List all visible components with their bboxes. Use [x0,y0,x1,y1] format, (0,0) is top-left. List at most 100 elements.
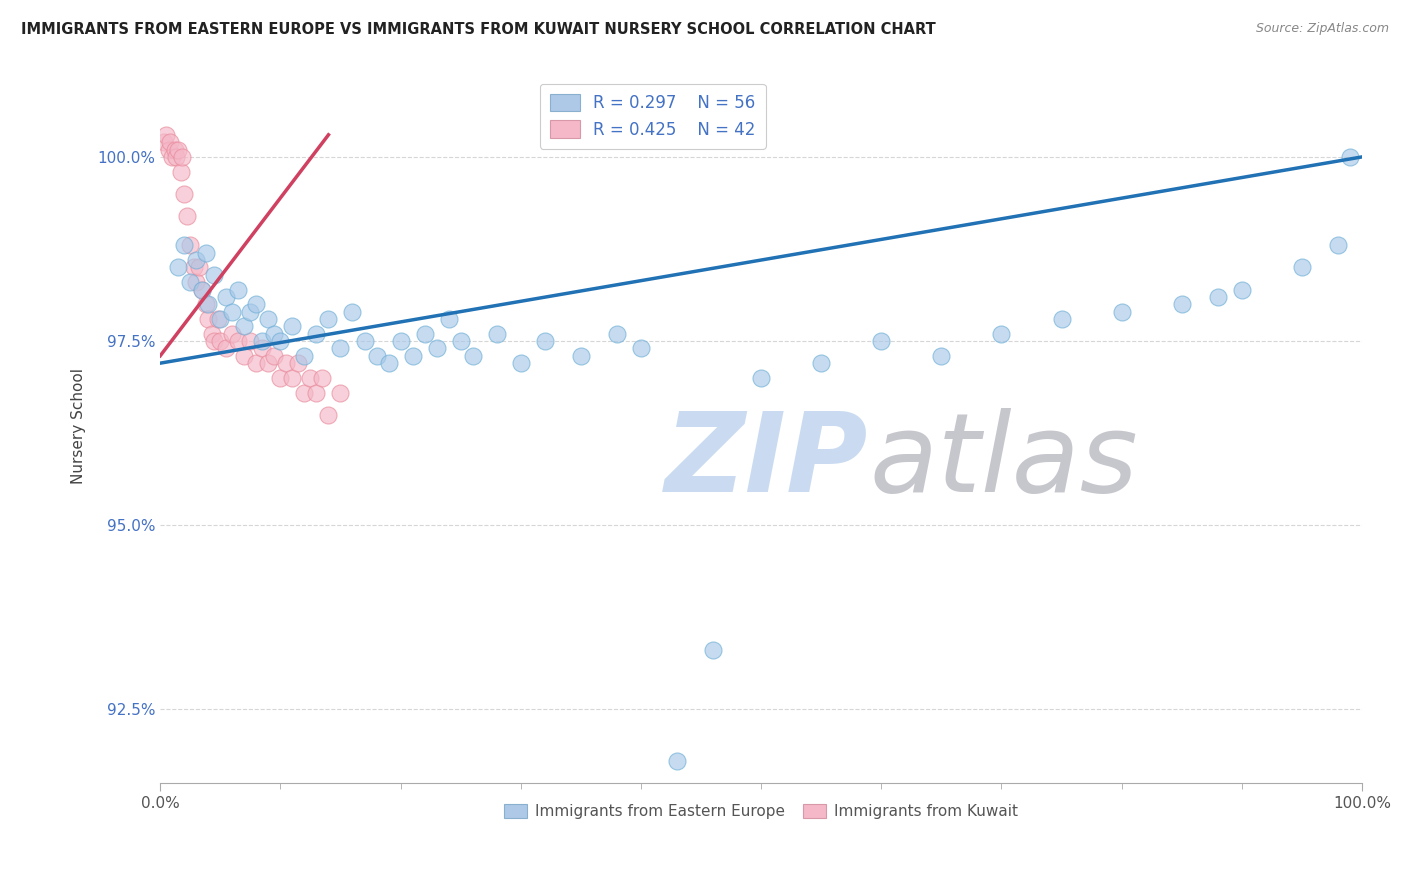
Text: ZIP: ZIP [665,408,869,515]
Point [191,283,214,297]
Point [990,326,1012,341]
Point [245,356,267,370]
Point [191,283,214,297]
Point [202,268,225,282]
Point [1111,304,1133,318]
Point [263,326,285,341]
Point [215,342,238,356]
Point [426,342,449,356]
Point [305,385,328,400]
Text: Source: ZipAtlas.com: Source: ZipAtlas.com [1256,22,1389,36]
Point [450,334,472,348]
Point [353,334,375,348]
Point [294,349,316,363]
Point [194,245,217,260]
Point [155,128,177,142]
Point [194,297,217,311]
Point [170,150,193,164]
Point [179,238,201,252]
Point [221,304,243,318]
Point [276,356,298,370]
Point [311,371,333,385]
Point [665,754,688,768]
Point [197,312,219,326]
Point [215,290,238,304]
Point [186,253,208,268]
Point [209,334,232,348]
Point [281,371,304,385]
Point [318,408,340,422]
Point [318,312,340,326]
Point [1206,290,1229,304]
Point [305,326,328,341]
Point [281,319,304,334]
Point [437,312,460,326]
Point [202,334,225,348]
Point [153,135,176,149]
Point [299,371,322,385]
Point [233,349,256,363]
Point [252,342,274,356]
Point [329,385,352,400]
Point [461,349,484,363]
Point [176,209,198,223]
Point [186,275,208,289]
Point [221,326,243,341]
Point [197,297,219,311]
Point [294,385,316,400]
Legend: Immigrants from Eastern Europe, Immigrants from Kuwait: Immigrants from Eastern Europe, Immigran… [498,798,1024,825]
Point [257,312,280,326]
Point [173,238,195,252]
Point [252,334,274,348]
Point [269,334,291,348]
Text: atlas: atlas [869,408,1137,515]
Point [245,297,267,311]
Point [1050,312,1073,326]
Point [1291,260,1313,275]
Point [366,349,388,363]
Point [509,356,531,370]
Point [329,342,352,356]
Point [165,150,187,164]
Point [485,326,508,341]
Point [173,186,195,201]
Point [269,371,291,385]
Point [401,349,423,363]
Point [201,326,224,341]
Y-axis label: Nursery School: Nursery School [72,368,86,483]
Point [389,334,412,348]
Point [157,143,180,157]
Point [413,326,436,341]
Point [163,143,186,157]
Point [228,283,250,297]
Point [931,349,953,363]
Point [263,349,285,363]
Point [257,356,280,370]
Point [287,356,309,370]
Point [239,304,262,318]
Point [606,326,628,341]
Point [160,150,183,164]
Point [209,312,232,326]
Point [377,356,399,370]
Point [810,356,832,370]
Point [228,334,250,348]
Point [1327,238,1350,252]
Point [533,334,555,348]
Point [167,260,190,275]
Point [207,312,229,326]
Point [159,135,181,149]
Point [342,304,364,318]
Point [630,342,652,356]
Point [1339,150,1361,164]
Point [183,260,205,275]
Point [167,143,190,157]
Point [870,334,893,348]
Point [569,349,592,363]
Point [239,334,262,348]
Point [749,371,772,385]
Point [233,319,256,334]
Point [169,164,191,178]
Point [187,260,209,275]
Point [702,643,724,657]
